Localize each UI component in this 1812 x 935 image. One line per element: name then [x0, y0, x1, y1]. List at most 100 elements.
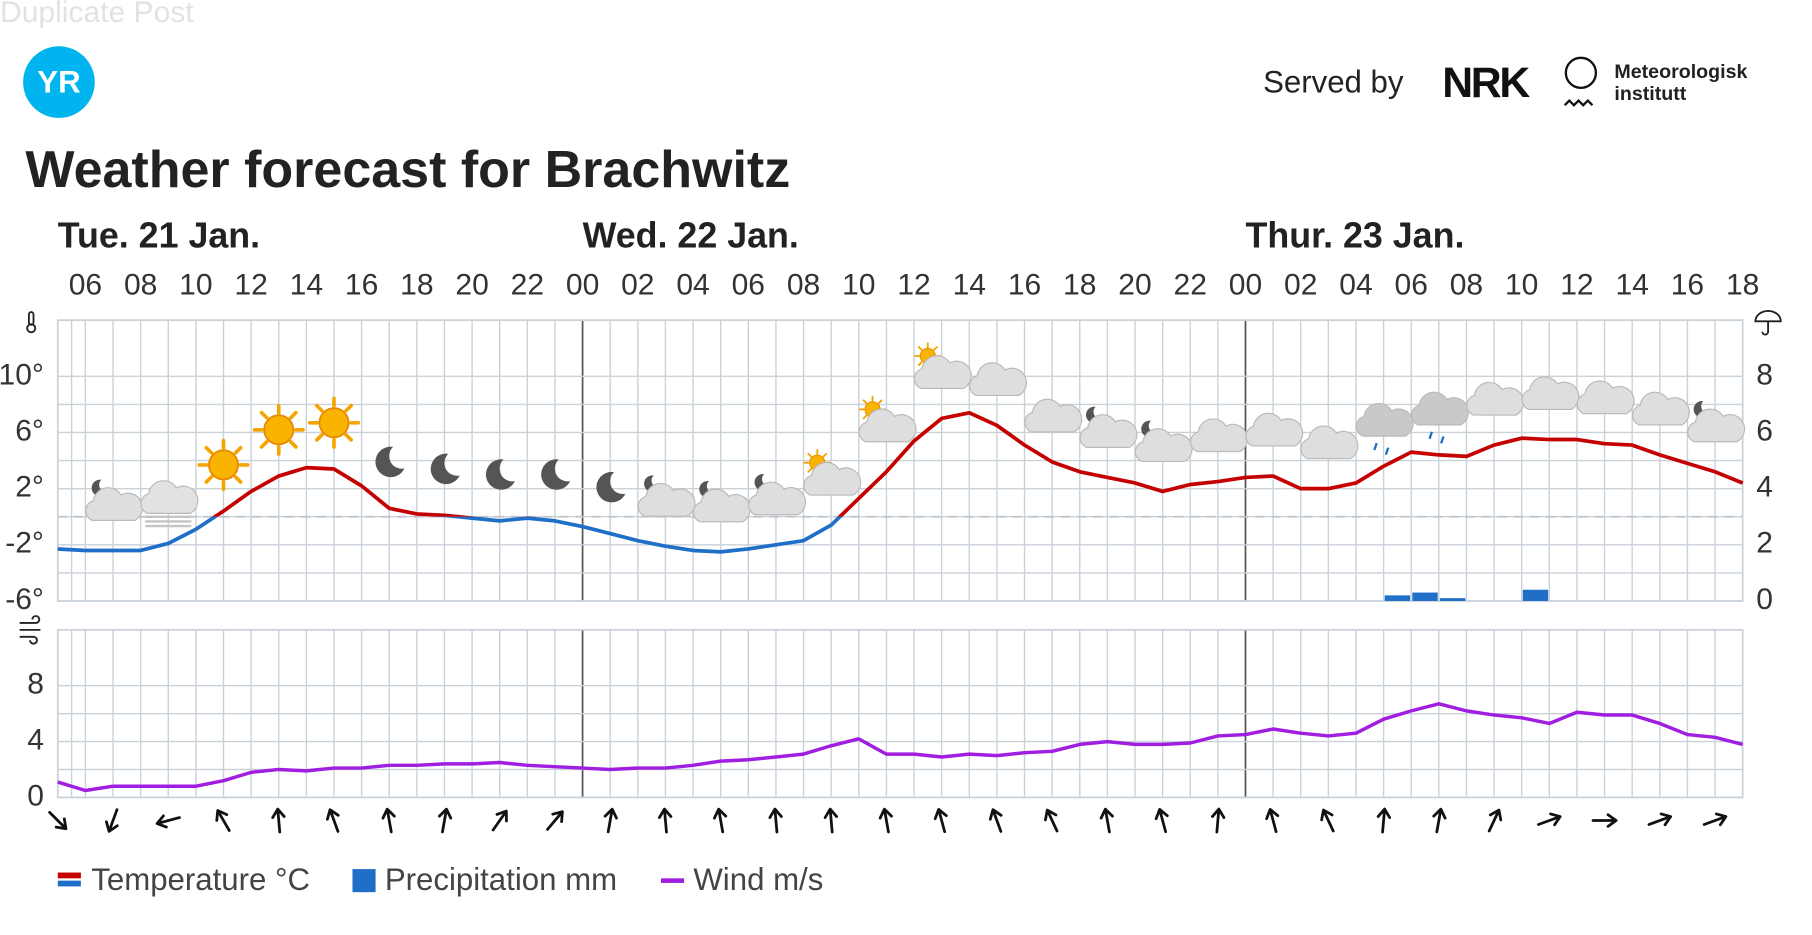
wind-arrow: [1376, 807, 1392, 834]
legend: Temperature °C Precipitation mm Wind m/s: [57, 862, 823, 897]
x-tick-label: 16: [345, 269, 378, 302]
legend-label: Temperature °C: [91, 862, 310, 897]
y-tick-label: 2°: [15, 471, 44, 504]
legend-label: Precipitation mm: [385, 862, 617, 897]
weather-icon: [692, 481, 751, 523]
x-tick-label: 20: [1118, 269, 1151, 302]
wind-arrow: [1044, 808, 1059, 833]
weather-icon: [1355, 402, 1414, 455]
day-label: Wed. 22 Jan.: [583, 216, 799, 256]
weather-icon: [375, 446, 405, 478]
wind-arrow: [381, 807, 396, 834]
plot-frame: [56, 319, 1744, 602]
served-by: Served by: [1263, 65, 1404, 100]
wind-arrow: [1265, 807, 1280, 834]
y-tick-label: 4: [27, 724, 44, 757]
x-tick-label: 22: [1174, 269, 1207, 302]
weather-icons: [85, 342, 1746, 528]
x-tick-label: 08: [124, 269, 157, 302]
legend-swatch: [352, 869, 376, 893]
marks-layer: [48, 410, 1744, 834]
met-logo-wave: [1563, 98, 1594, 107]
x-tick-label: 00: [566, 269, 599, 302]
x-tick-label: 18: [1726, 269, 1759, 302]
legend-swatch: [57, 880, 81, 887]
x-tick-label: 20: [455, 269, 488, 302]
weather-icon: [1024, 398, 1083, 433]
logo-circle: [23, 46, 95, 118]
plot-frame: [56, 628, 1744, 799]
wind-arrow: [1487, 808, 1503, 833]
weather-icon: [1411, 391, 1469, 444]
wind-arrow: [325, 808, 340, 833]
weather-icon: [1521, 376, 1580, 411]
umbrella-icon: [1754, 309, 1782, 336]
y2-tick-label: 6: [1756, 414, 1773, 447]
nrk-logo[interactable]: NRK: [1442, 59, 1532, 107]
y-tick-label: -6°: [5, 583, 44, 616]
weather-icon: [1300, 425, 1359, 460]
weather-icon: [803, 449, 862, 496]
x-tick-label: 06: [1395, 269, 1428, 302]
y-tick-label: 8: [27, 668, 44, 701]
x-tick-label: 22: [511, 269, 544, 302]
x-tick-label: 02: [1284, 269, 1317, 302]
precip-bar: [1522, 589, 1549, 601]
wind-arrow: [1537, 812, 1562, 827]
weather-icon: [637, 475, 696, 517]
wind-arrow: [933, 807, 948, 834]
y2-tick-label: 0: [1756, 583, 1773, 616]
y-tick-label: -2°: [5, 527, 44, 560]
wind-arrow: [713, 807, 728, 834]
overlay-text: Duplicate Post: [0, 0, 194, 29]
y-tick-label: 10°: [0, 358, 44, 391]
weather-icon: [858, 395, 917, 443]
x-tick-label: 18: [1063, 269, 1096, 302]
x-tick-label: 04: [676, 269, 709, 302]
wind-arrow: [155, 814, 181, 829]
page-title: Weather forecast for Brachwitz: [25, 141, 790, 199]
wind-arrow: [105, 808, 119, 833]
weather-icon: [485, 459, 515, 490]
x-tick-label: 06: [69, 269, 102, 302]
met-name: Meteorologisk: [1614, 61, 1747, 83]
wind-arrow: [1647, 812, 1673, 827]
day-label: Tue. 21 Jan.: [58, 216, 260, 256]
weather-icon: [1079, 406, 1138, 448]
y2-tick-label: 2: [1756, 527, 1773, 560]
x-tick-label: 10: [842, 269, 875, 302]
weather-icon: [596, 471, 626, 503]
weather-icon: [913, 342, 972, 389]
wind-arrow: [823, 807, 839, 834]
wind-arrow: [437, 807, 453, 834]
wind-arrow: [603, 807, 618, 834]
weather-icon: [969, 362, 1027, 396]
x-tick-label: 08: [1450, 269, 1483, 302]
x-tick-label: 00: [1229, 269, 1262, 302]
wind-arrow: [271, 807, 286, 834]
x-tick-label: 12: [1560, 269, 1593, 302]
x-tick-label: 10: [179, 269, 212, 302]
x-tick-label: 12: [234, 269, 267, 302]
weather-icon: [140, 480, 199, 528]
weather-icon: [1687, 400, 1746, 443]
logo-text: YR: [37, 65, 80, 100]
wind-arrow: [1211, 807, 1226, 834]
wind-arrow: [768, 807, 783, 834]
x-tick-label: 02: [621, 269, 654, 302]
met-logo-circle: [1564, 56, 1598, 90]
wind-arrow: [1154, 807, 1169, 834]
x-tick-label: 10: [1505, 269, 1538, 302]
day-label: Thur. 23 Jan.: [1245, 216, 1464, 256]
precip-bar: [1384, 595, 1411, 601]
wind-line: [57, 702, 1744, 793]
y-tick-label: 6°: [15, 414, 44, 447]
yr-logo[interactable]: YR: [23, 46, 95, 118]
wind-arrow: [215, 809, 231, 832]
wind-arrow: [546, 810, 564, 831]
y-tick-label: 0: [27, 779, 44, 812]
legend-label: Wind m/s: [693, 862, 823, 897]
y2-tick-label: 8: [1756, 358, 1773, 391]
